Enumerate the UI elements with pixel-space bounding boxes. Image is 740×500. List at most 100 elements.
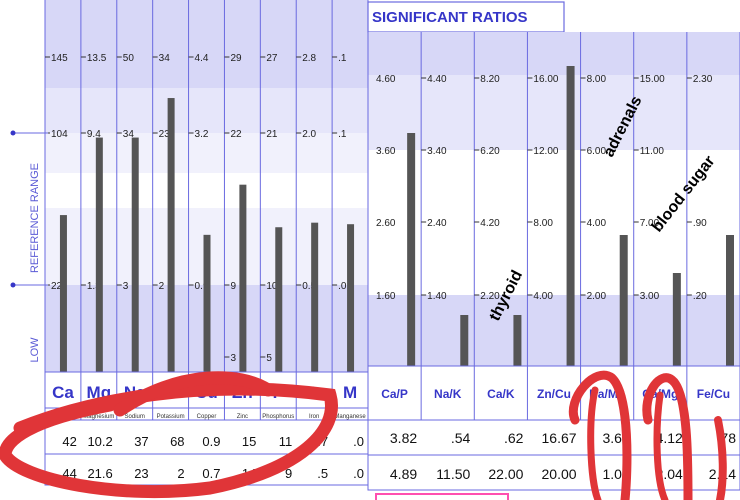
left-tick-label: 2.8 — [302, 53, 316, 64]
left-tick-label: 34 — [159, 53, 171, 64]
left-tick-label: 9.4 — [87, 129, 101, 140]
category-sublabel: Magnesium — [83, 414, 114, 420]
side-marker-dot-low — [10, 282, 16, 288]
right-row1-cell: 16.67 — [542, 430, 577, 446]
left-row1-cell: 68 — [170, 434, 184, 449]
ratio-bar-ca-mg — [672, 273, 681, 366]
right-row1-cell: 4.12 — [656, 430, 683, 446]
left-row2-cell: 23 — [134, 466, 148, 481]
mineral-bar-ca — [59, 215, 67, 372]
right-tick-label: 8.00 — [587, 74, 607, 85]
mineral-bar-zn — [239, 184, 247, 372]
right-tick-label: 1.40 — [427, 291, 447, 302]
left-row2-cell: .5 — [317, 466, 328, 481]
right-tick-label: 4.60 — [376, 74, 396, 85]
left-row1-cell: 37 — [134, 434, 148, 449]
left-tick-label: 145 — [51, 53, 68, 64]
left-grid-lines — [44, 0, 369, 372]
pink-outline-box — [375, 493, 509, 500]
ratio-band-normal — [368, 150, 740, 295]
left-tick-label: .1 — [338, 129, 347, 140]
significant-ratios-panel: SIGNIFICANT RATIOS 4.60 3.60 2.60 1.60 4.40 3… — [367, 1, 740, 500]
mineral-bar-cu — [203, 234, 211, 372]
right-tick-label: 8.00 — [533, 218, 553, 229]
ratio-label-ca-p: Ca/P — [381, 387, 408, 401]
mineral-bar-na — [131, 137, 139, 372]
left-row1-cell: 15 — [242, 434, 256, 449]
scribble-adrenals-line — [587, 386, 602, 500]
mineral-bar-mg — [95, 137, 103, 372]
reference-range-label: REFERENCE RANGE — [29, 163, 41, 273]
left-tick-label: 23 — [159, 129, 171, 140]
mineral-bar-p — [275, 227, 283, 372]
right-row1-cell: .54 — [451, 430, 471, 446]
category-sublabel: Potassium — [157, 414, 185, 420]
mineral-bar-m — [347, 224, 355, 372]
left-tick-label: 2.0 — [302, 129, 316, 140]
right-tick-label: 16.00 — [533, 74, 558, 85]
right-row2-cell: 11.50 — [436, 466, 470, 482]
ratio-bar-na-mg — [619, 235, 628, 366]
left-tick-label: 0.9 — [195, 281, 209, 292]
ratio-band-upper — [368, 75, 740, 150]
left-side-axis: REFERENCE RANGE LOW — [10, 130, 48, 363]
left-tick-label: 2 — [159, 281, 165, 292]
category-sublabel: Phosphorus — [262, 414, 294, 420]
ratio-bar-fe-cu — [726, 235, 734, 366]
left-row2-cell: .0 — [353, 466, 364, 481]
ratios-title: SIGNIFICANT RATIOS — [372, 9, 528, 26]
category-sublabel: Sodium — [125, 414, 145, 420]
right-bars — [407, 66, 734, 366]
right-tick-labels: 4.60 3.60 2.60 1.60 4.40 3.40 2.40 1.40 8.20 6.20… — [376, 74, 713, 302]
ratio-bar-na-k — [460, 315, 469, 366]
ratio-bar-ca-k — [513, 315, 522, 366]
left-tick-label: 27 — [266, 53, 278, 64]
red-marker-scribbles — [0, 370, 727, 500]
right-tick-label: 2.60 — [376, 218, 396, 229]
right-tick-label: 3.40 — [427, 146, 447, 157]
right-tick-label: 1.60 — [376, 291, 396, 302]
right-tick-label: 11.00 — [640, 146, 665, 157]
left-tick-label: 104 — [51, 129, 68, 140]
category-sublabel: Zinc — [237, 414, 248, 420]
left-row1-cell: 10.2 — [87, 434, 112, 449]
right-tick-label: 2.30 — [693, 74, 713, 85]
left-value-table: 42 10.2 37 68 0.9 15 11.7.044 21.6 23 2 0.7 14 9.5.0 — [44, 419, 369, 486]
left-tick-label: 3 — [230, 353, 236, 364]
right-tick-label: .20 — [693, 291, 707, 302]
left-tick-label: .0 — [338, 281, 347, 292]
left-tick-labels: 145 104 22 13.5 9.4 1.3 50 34 3 34 23 2 4.4 3.2 0.9 29 2… — [45, 53, 347, 364]
right-tick-label: 4.20 — [480, 218, 500, 229]
category-sublabel: Iron — [309, 414, 319, 420]
left-row1-cell: .0 — [353, 434, 364, 449]
right-row2-cell: 22.00 — [488, 466, 523, 482]
right-tick-label: 2.20 — [480, 291, 500, 302]
right-tick-label: 4.00 — [533, 291, 553, 302]
ratio-band-low — [368, 295, 740, 366]
left-row1-cell: 11 — [279, 434, 293, 449]
left-row2-cell: 9 — [285, 466, 292, 481]
category-sublabel: Manganese — [334, 414, 366, 420]
right-tick-label: 4.00 — [587, 218, 607, 229]
ratio-label-zn-cu: Zn/Cu — [537, 387, 571, 401]
left-tick-label: 34 — [123, 129, 135, 140]
left-row2-cell: 0.7 — [202, 466, 220, 481]
scribble-bloodsugar-line — [653, 391, 669, 500]
right-tick-label: .90 — [693, 218, 707, 229]
ratio-bar-zn-cu — [566, 66, 575, 366]
left-tick-label: 13.5 — [87, 53, 107, 64]
ratio-bar-ca-p — [407, 133, 416, 366]
right-tick-label: 6.20 — [480, 146, 500, 157]
right-row2-cell: 20.00 — [542, 466, 577, 482]
left-tick-label: 3 — [123, 281, 129, 292]
category-label-m: M — [343, 383, 357, 402]
band-high — [45, 0, 368, 88]
right-tick-label: 15.00 — [640, 74, 665, 85]
left-tick-label: .1 — [338, 53, 347, 64]
left-tick-label: 1.3 — [87, 281, 101, 292]
left-row2-cell: 21.6 — [87, 466, 112, 481]
category-sublabel: Copper — [197, 414, 217, 420]
left-row1-cell: 0.9 — [202, 434, 220, 449]
left-tick-label: 50 — [123, 53, 135, 64]
